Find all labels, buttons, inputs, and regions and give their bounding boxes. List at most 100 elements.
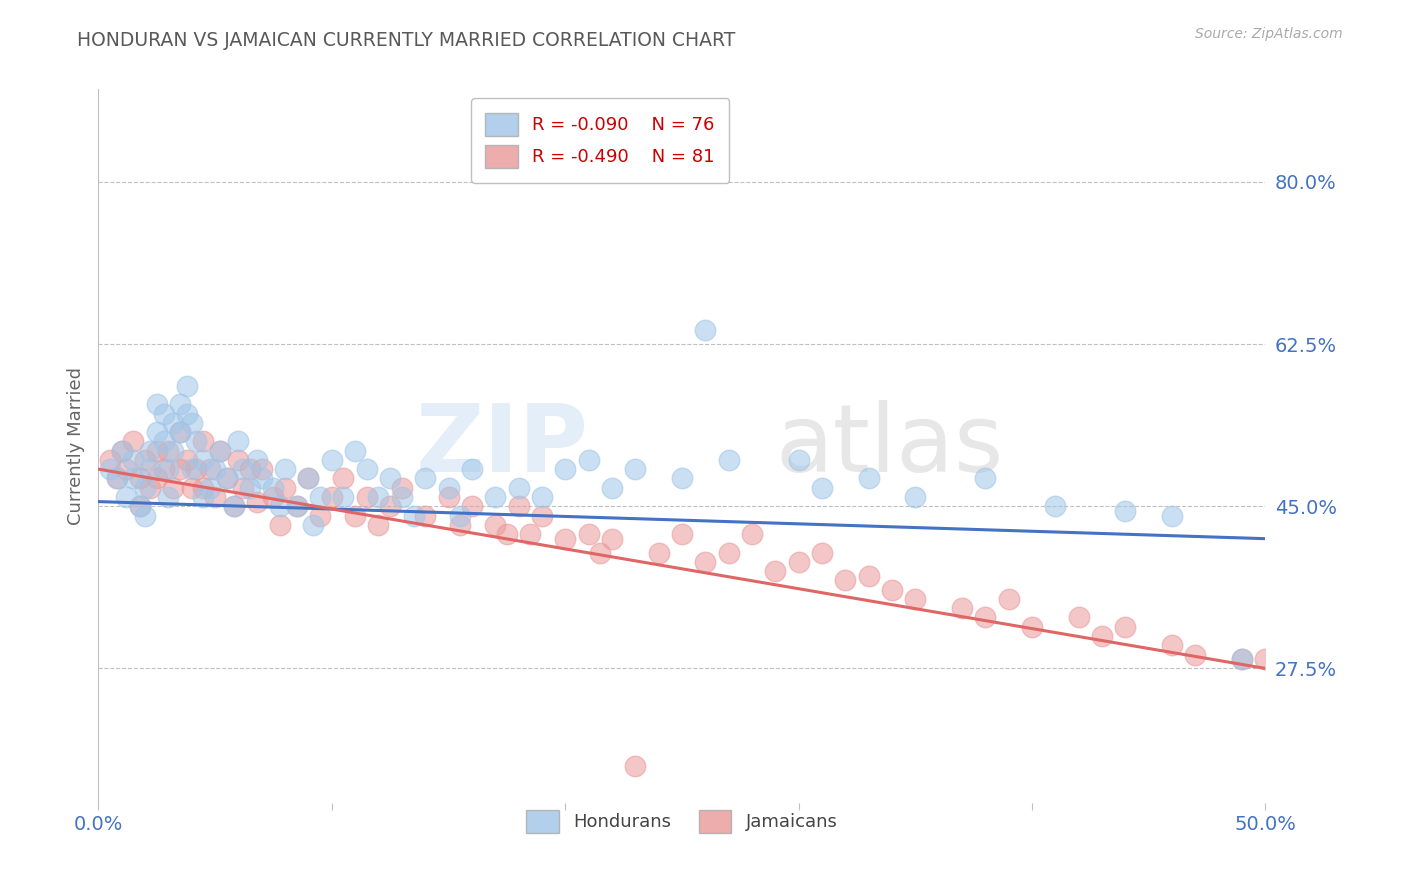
Point [186,434,208,449]
Point [146,471,169,485]
Point [176,407,198,421]
Point [115,462,138,476]
Point [1184,648,1206,662]
Point [246,494,269,508]
Point [98,453,121,467]
Point [578,453,600,467]
Point [1114,504,1136,518]
Point [1161,508,1184,523]
Point [671,527,693,541]
Point [152,434,174,449]
Point [129,471,152,485]
Point [787,555,810,569]
Point [950,601,973,615]
Point [437,490,460,504]
Point [332,471,354,485]
Point [356,490,378,504]
Point [157,443,180,458]
Point [1230,652,1253,666]
Text: HONDURAN VS JAMAICAN CURRENTLY MARRIED CORRELATION CHART: HONDURAN VS JAMAICAN CURRENTLY MARRIED C… [77,31,735,50]
Point [508,500,530,514]
Point [413,508,436,523]
Point [391,490,413,504]
Point [647,545,669,559]
Point [208,443,231,458]
Point [193,434,215,449]
Point [530,490,553,504]
Point [519,527,541,541]
Point [461,462,484,476]
Point [169,397,191,411]
Point [204,462,226,476]
Point [1021,620,1043,634]
Point [105,471,128,485]
Point [274,481,297,495]
Point [239,481,262,495]
Point [367,517,389,532]
Point [250,471,273,485]
Point [186,462,208,476]
Point [115,490,138,504]
Point [787,453,810,467]
Point [239,462,262,476]
Point [600,532,623,546]
Point [180,481,202,495]
Point [1114,620,1136,634]
Point [285,500,308,514]
Point [332,490,354,504]
Point [146,425,169,439]
Legend: Hondurans, Jamaicans: Hondurans, Jamaicans [512,795,852,847]
Point [589,545,612,559]
Point [309,490,332,504]
Point [146,397,169,411]
Point [695,555,717,569]
Text: Source: ZipAtlas.com: Source: ZipAtlas.com [1195,27,1343,41]
Point [129,500,152,514]
Point [302,517,325,532]
Point [215,471,238,485]
Point [508,481,530,495]
Point [274,462,297,476]
Y-axis label: Currently Married: Currently Married [66,367,84,525]
Point [297,471,319,485]
Point [904,591,927,606]
Point [904,490,927,504]
Point [449,508,471,523]
Point [139,462,162,476]
Point [437,481,460,495]
Point [162,416,184,430]
Point [176,378,198,392]
Point [222,500,245,514]
Point [134,481,156,495]
Point [157,462,180,476]
Point [169,425,191,439]
Point [484,517,506,532]
Point [402,508,425,523]
Point [169,425,191,439]
Point [811,545,834,559]
Point [105,471,128,485]
Point [139,443,162,458]
Point [228,434,250,449]
Point [1045,500,1067,514]
Point [285,500,308,514]
Point [246,453,269,467]
Point [98,462,121,476]
Point [193,481,215,495]
Point [763,564,786,578]
Point [129,500,152,514]
Point [180,416,202,430]
Point [157,490,180,504]
Point [139,481,162,495]
Point [269,500,291,514]
Point [1254,652,1277,666]
Point [880,582,903,597]
Point [1161,638,1184,652]
Point [200,481,222,495]
Point [530,508,553,523]
Point [297,471,319,485]
Point [232,462,254,476]
Point [344,508,367,523]
Point [200,462,222,476]
Point [717,545,740,559]
